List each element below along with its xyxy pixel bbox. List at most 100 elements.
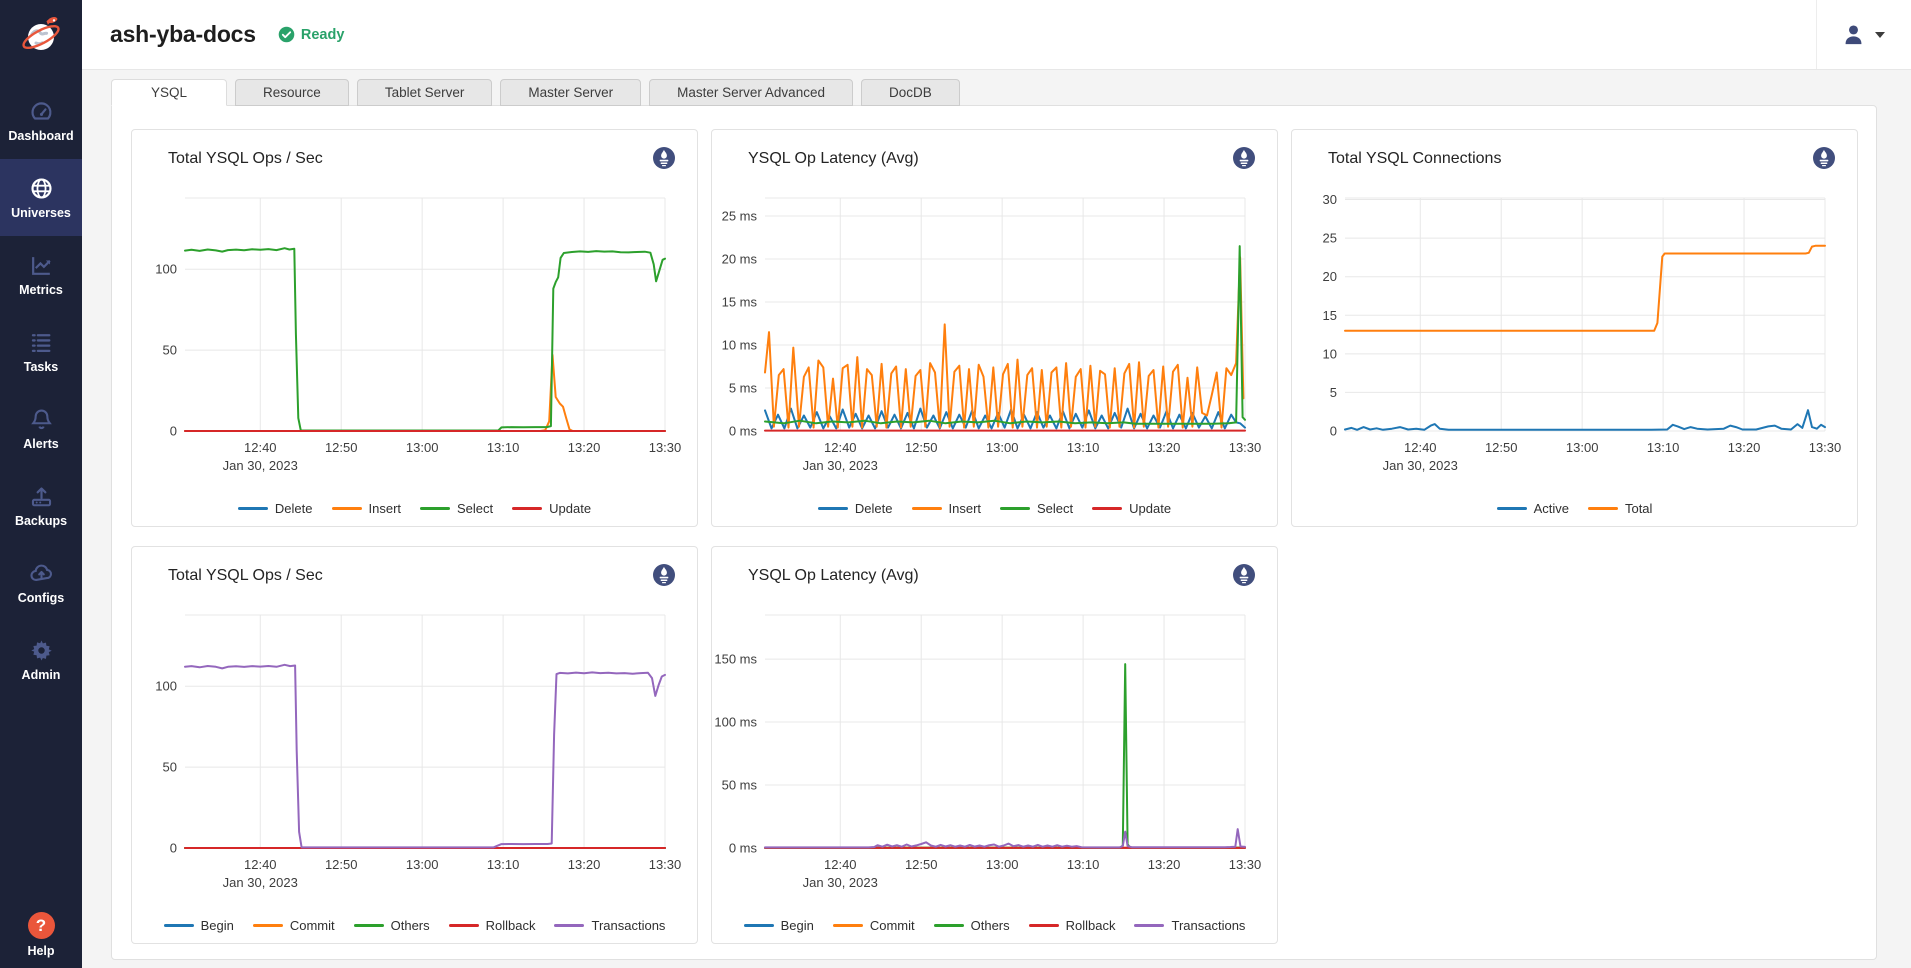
sidebar-item-metrics[interactable]: Metrics <box>0 236 82 313</box>
tab-master-server-advanced[interactable]: Master Server Advanced <box>649 79 853 106</box>
svg-text:12:50: 12:50 <box>325 857 358 872</box>
prometheus-icon[interactable] <box>652 563 676 587</box>
sidebar: Dashboard Universes Metrics Tasks Alerts… <box>0 0 82 968</box>
legend-item[interactable]: Select <box>1000 501 1073 516</box>
sidebar-nav: Dashboard Universes Metrics Tasks Alerts… <box>0 82 82 698</box>
legend-item[interactable]: Update <box>512 501 591 516</box>
legend-item[interactable]: Begin <box>743 918 814 933</box>
svg-text:13:30: 13:30 <box>1229 857 1262 872</box>
legend-label: Others <box>390 918 430 933</box>
legend-label: Select <box>457 501 494 516</box>
legend-swatch <box>1496 507 1527 510</box>
legend-swatch <box>163 924 194 927</box>
legend-item[interactable]: Select <box>420 501 493 516</box>
svg-text:13:30: 13:30 <box>649 440 682 455</box>
legend-label: Commit <box>289 918 335 933</box>
legend-swatch <box>1000 507 1031 510</box>
legend-item[interactable]: Insert <box>911 501 981 516</box>
svg-text:13:10: 13:10 <box>1067 440 1100 455</box>
legend-item[interactable]: Rollback <box>1028 918 1115 933</box>
svg-text:13:10: 13:10 <box>1647 440 1680 455</box>
sidebar-item-label: Metrics <box>19 282 63 297</box>
sidebar-item-universes[interactable]: Universes <box>0 159 82 236</box>
chart-plot-area[interactable]: 0 ms 5 ms 10 ms 15 ms 20 ms 25 ms 12:40 12:50 13… <box>712 130 1279 528</box>
tab-docdb[interactable]: DocDB <box>860 79 960 106</box>
chart-plot-area[interactable]: 0 50 100 12:40 12:50 13:00 13:10 13:20 13:30 Jan … <box>132 547 699 945</box>
legend-item[interactable]: Update <box>1092 501 1171 516</box>
svg-text:13:00: 13:00 <box>406 857 439 872</box>
svg-text:15: 15 <box>1323 308 1337 323</box>
legend-item[interactable]: Total <box>1587 501 1652 516</box>
sidebar-item-help[interactable]: ? Help <box>0 912 82 958</box>
legend-label: Begin <box>780 918 814 933</box>
svg-text:13:20: 13:20 <box>568 440 601 455</box>
svg-text:12:50: 12:50 <box>905 440 938 455</box>
sidebar-item-label: Help <box>27 944 55 958</box>
dashboard-icon <box>30 101 51 120</box>
svg-text:15 ms: 15 ms <box>722 295 758 310</box>
svg-text:Jan 30, 2023: Jan 30, 2023 <box>803 875 878 890</box>
svg-text:20: 20 <box>1323 269 1337 284</box>
svg-text:30: 30 <box>1323 192 1337 207</box>
universe-title: ash-yba-docs <box>110 21 256 47</box>
legend-label: Insert <box>368 501 402 516</box>
sidebar-item-label: Backups <box>14 513 68 528</box>
svg-text:13:20: 13:20 <box>1728 440 1761 455</box>
legend-item[interactable]: Transactions <box>554 918 665 933</box>
legend-item[interactable]: Delete <box>817 501 893 516</box>
sidebar-item-tasks[interactable]: Tasks <box>0 313 82 390</box>
prometheus-icon[interactable] <box>1812 146 1836 170</box>
legend-label: Begin <box>200 918 234 933</box>
chart-plot-area[interactable]: 0 5 10 15 20 25 30 12:40 12:50 13:00 13:10 13:20 13:… <box>1292 130 1859 528</box>
yugabyte-logo[interactable] <box>0 0 82 70</box>
legend-item[interactable]: Rollback <box>448 918 535 933</box>
legend-item[interactable]: Others <box>353 918 430 933</box>
tab-master-server[interactable]: Master Server <box>500 79 642 106</box>
sidebar-item-alerts[interactable]: Alerts <box>0 390 82 467</box>
svg-text:13:10: 13:10 <box>487 857 520 872</box>
sidebar-item-label: Dashboard <box>8 128 74 143</box>
legend-swatch <box>420 507 451 510</box>
metrics-icon <box>31 256 51 275</box>
prometheus-icon[interactable] <box>1232 563 1256 587</box>
sidebar-item-configs[interactable]: Configs <box>0 544 82 621</box>
legend-item[interactable]: Commit <box>832 918 915 933</box>
legend-item[interactable]: Insert <box>331 501 402 516</box>
help-icon: ? <box>27 912 55 939</box>
svg-text:25: 25 <box>1323 231 1337 246</box>
prometheus-icon[interactable] <box>1232 146 1256 170</box>
legend-label: Update <box>549 501 592 516</box>
prometheus-icon[interactable] <box>652 146 676 170</box>
chart-legend: Begin Commit Others Rollback Transactions <box>132 918 697 933</box>
svg-text:5: 5 <box>1330 385 1337 400</box>
legend-item[interactable]: Delete <box>237 501 313 516</box>
legend-label: Transactions <box>591 918 666 933</box>
tab-ysql[interactable]: YSQL <box>111 79 228 106</box>
alerts-icon <box>30 408 52 429</box>
legend-item[interactable]: Transactions <box>1134 918 1245 933</box>
legend-item[interactable]: Commit <box>252 918 335 933</box>
legend-swatch <box>448 924 479 927</box>
chart-legend: Active Total <box>1292 501 1857 516</box>
chart-plot-area[interactable]: 0 50 100 12:40 12:50 13:00 13:10 13:20 13:30 Jan … <box>132 130 699 528</box>
legend-label: Select <box>1037 501 1074 516</box>
svg-text:13:20: 13:20 <box>1148 857 1181 872</box>
sidebar-item-backups[interactable]: Backups <box>0 467 82 544</box>
chart-plot-area[interactable]: 0 ms 50 ms 100 ms 150 ms 12:40 12:50 13:00 13:1… <box>712 547 1279 945</box>
chart-card-total-ysql-transactions: Total YSQL Ops / Sec 0 50 100 12:40 12:50 13:… <box>131 546 698 944</box>
svg-text:25 ms: 25 ms <box>722 209 758 224</box>
legend-item[interactable]: Active <box>1496 501 1569 516</box>
legend-item[interactable]: Others <box>933 918 1010 933</box>
sidebar-item-dashboard[interactable]: Dashboard <box>0 82 82 159</box>
svg-text:13:00: 13:00 <box>1566 440 1599 455</box>
svg-text:13:30: 13:30 <box>649 857 682 872</box>
sidebar-item-label: Admin <box>21 667 61 682</box>
legend-swatch <box>331 507 362 510</box>
svg-text:12:50: 12:50 <box>1485 440 1518 455</box>
tab-tablet-server[interactable]: Tablet Server <box>356 79 493 106</box>
user-menu[interactable] <box>1816 0 1911 69</box>
legend-item[interactable]: Begin <box>163 918 234 933</box>
status-badge: Ready <box>278 26 344 43</box>
sidebar-item-admin[interactable]: Admin <box>0 621 82 698</box>
tab-resource[interactable]: Resource <box>235 79 349 106</box>
